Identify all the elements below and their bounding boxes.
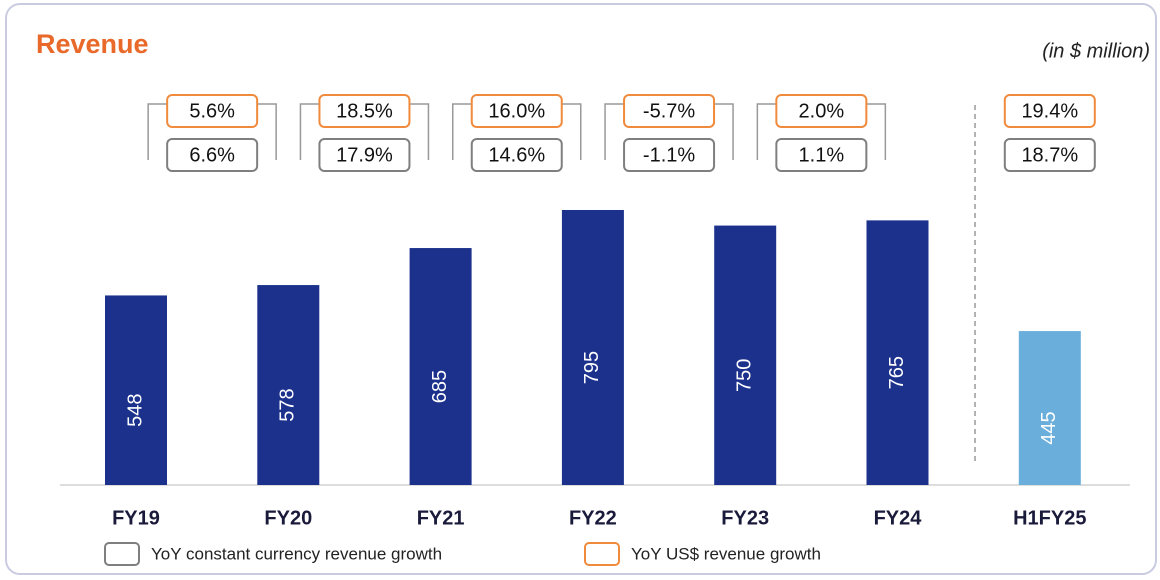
bracket <box>756 103 777 160</box>
x-tick-label: FY19 <box>112 507 160 529</box>
growth-box <box>623 138 716 172</box>
chart-title: Revenue <box>36 29 149 59</box>
legend-label: YoY constant currency revenue growth <box>151 544 442 563</box>
x-tick-label: FY24 <box>874 507 923 529</box>
growth-label: 1.1% <box>799 144 845 166</box>
growth-label: -5.7% <box>643 100 695 122</box>
bar <box>714 225 777 485</box>
bar <box>257 285 320 485</box>
legend-swatch <box>104 542 140 566</box>
bar <box>1018 331 1081 485</box>
growth-label: 19.4% <box>1021 100 1078 122</box>
bar-value-label: 445 <box>1038 411 1060 444</box>
growth-box <box>623 94 716 128</box>
bar <box>866 220 929 485</box>
growth-label: 2.0% <box>799 100 845 122</box>
bracket <box>714 103 734 160</box>
bracket <box>452 103 472 160</box>
growth-label: 18.7% <box>1021 144 1078 166</box>
growth-label: -1.1% <box>643 144 695 166</box>
x-tick-label: FY21 <box>417 507 465 529</box>
legend-label: YoY US$ revenue growth <box>631 544 821 563</box>
growth-box <box>1003 138 1096 172</box>
growth-box <box>166 138 259 172</box>
bar-value-label: 765 <box>886 356 908 389</box>
legend-swatch <box>584 542 620 566</box>
bar-value-label: 750 <box>733 359 755 392</box>
growth-label: 17.9% <box>336 144 393 166</box>
bar <box>409 248 472 485</box>
bracket <box>299 103 320 160</box>
bracket <box>257 103 277 160</box>
x-tick-label: FY22 <box>569 507 617 529</box>
bar-value-label: 548 <box>124 394 146 427</box>
bracket <box>604 103 625 160</box>
bracket <box>561 103 582 160</box>
growth-box <box>470 94 563 128</box>
bracket <box>866 103 887 160</box>
growth-box <box>775 138 868 172</box>
bar-value-label: 685 <box>429 370 451 403</box>
bar-value-label: 578 <box>277 388 299 421</box>
growth-box <box>775 94 868 128</box>
chart-subtitle: (in $ million) <box>1042 40 1150 62</box>
growth-label: 14.6% <box>488 144 545 166</box>
growth-box <box>318 94 411 128</box>
x-tick-label: FY20 <box>264 507 312 529</box>
x-tick-label: FY23 <box>721 507 769 529</box>
growth-label: 6.6% <box>189 144 235 166</box>
growth-box <box>318 138 411 172</box>
bar <box>561 210 624 485</box>
growth-label: 16.0% <box>488 100 545 122</box>
growth-label: 18.5% <box>336 100 393 122</box>
bar-value-label: 795 <box>581 351 603 384</box>
bar <box>105 295 167 485</box>
bracket <box>409 103 430 160</box>
growth-label: 5.6% <box>189 100 235 122</box>
growth-box <box>1003 94 1096 128</box>
growth-box <box>166 94 259 128</box>
bracket <box>147 103 168 160</box>
x-tick-label: H1FY25 <box>1013 507 1086 529</box>
growth-box <box>470 138 563 172</box>
